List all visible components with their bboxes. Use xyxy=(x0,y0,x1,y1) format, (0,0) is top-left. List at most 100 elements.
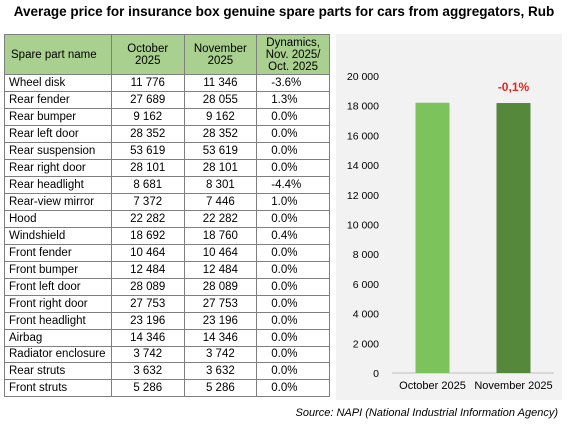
cell-november-price: 10 464 xyxy=(183,243,258,262)
cell-november-price: 28 352 xyxy=(183,124,258,143)
cell-part-name: Front fender xyxy=(4,243,112,262)
table-row: Front left door 28 089 28 089 0.0% xyxy=(4,277,330,296)
cell-dynamics: -3.6% xyxy=(256,74,330,92)
cell-dynamics: 0.0% xyxy=(256,158,330,177)
cell-october-price: 5 286 xyxy=(110,379,185,398)
y-tick-label: 8 000 xyxy=(353,249,379,261)
bar-chart: 0 2 000 4 000 6 000 8 000 10 000 12 000 14 000 1… xyxy=(347,71,554,392)
cell-november-price: 28 089 xyxy=(183,277,258,296)
table-row: Rear headlight 8 681 8 301 -4.4% xyxy=(4,175,330,194)
header-dynamics: Dynamics, Nov. 2025/ Oct. 2025 xyxy=(256,34,330,75)
table-row: Front headlight 23 196 23 196 0.0% xyxy=(4,311,330,330)
cell-part-name: Airbag xyxy=(4,328,112,347)
y-tick-label: 6 000 xyxy=(353,279,379,291)
table-row: Rear fender 27 689 28 055 1.3% xyxy=(4,90,330,109)
cell-november-price: 27 753 xyxy=(183,294,258,313)
x-category-label: October 2025 xyxy=(399,380,466,392)
cell-part-name: Windshield xyxy=(4,226,112,245)
change-annotation: -0,1% xyxy=(498,80,530,94)
source-note: Source: NAPI (National Industrial Inform… xyxy=(295,407,559,419)
table-row: Airbag 14 346 14 346 0.0% xyxy=(4,328,330,347)
cell-part-name: Front bumper xyxy=(4,260,112,279)
y-tick-label: 4 000 xyxy=(353,309,379,321)
y-tick-label: 16 000 xyxy=(347,130,379,142)
table-row: Rear bumper 9 162 9 162 0.0% xyxy=(4,107,330,126)
cell-part-name: Rear suspension xyxy=(4,141,112,160)
cell-november-price: 11 346 xyxy=(183,74,258,92)
cell-part-name: Wheel disk xyxy=(4,74,112,92)
cell-dynamics: 0.0% xyxy=(256,243,330,262)
cell-november-price: 22 282 xyxy=(183,209,258,228)
table-row: Windshield 18 692 18 760 0.4% xyxy=(4,226,330,245)
cell-dynamics: 0.0% xyxy=(256,379,330,398)
table-row: Hood 22 282 22 282 0.0% xyxy=(4,209,330,228)
cell-dynamics: 0.0% xyxy=(256,362,330,381)
cell-october-price: 9 162 xyxy=(110,107,185,126)
y-tick-label: 0 xyxy=(373,368,379,380)
cell-october-price: 18 692 xyxy=(110,226,185,245)
cell-october-price: 3 632 xyxy=(110,362,185,381)
cell-october-price: 27 753 xyxy=(110,294,185,313)
cell-dynamics: 0.0% xyxy=(256,345,330,364)
cell-november-price: 8 301 xyxy=(183,175,258,194)
spare-parts-table: Spare part name October 2025 November 20… xyxy=(4,34,330,398)
cell-dynamics: 0.0% xyxy=(256,141,330,160)
cell-dynamics: 0.0% xyxy=(256,294,330,313)
cell-dynamics: 0.0% xyxy=(256,260,330,279)
cell-part-name: Front right door xyxy=(4,294,112,313)
cell-november-price: 28 055 xyxy=(183,90,258,109)
cell-dynamics: 0.0% xyxy=(256,311,330,330)
cell-dynamics: -4.4% xyxy=(256,175,330,194)
cell-dynamics: 0.0% xyxy=(256,107,330,126)
chart-title: Average price for insurance box genuine … xyxy=(13,4,555,19)
cell-dynamics: 0.0% xyxy=(256,277,330,296)
cell-october-price: 8 681 xyxy=(110,175,185,194)
chart-panel: 0 2 000 4 000 6 000 8 000 10 000 12 000 14 000 1… xyxy=(336,34,562,400)
cell-part-name: Radiator enclosure xyxy=(4,345,112,364)
table-header-row: Spare part name October 2025 November 20… xyxy=(4,34,330,75)
cell-part-name: Rear right door xyxy=(4,158,112,177)
table-row: Rear right door 28 101 28 101 0.0% xyxy=(4,158,330,177)
cell-november-price: 28 101 xyxy=(183,158,258,177)
y-tick-label: 12 000 xyxy=(347,190,379,202)
cell-october-price: 28 101 xyxy=(110,158,185,177)
table-row: Rear struts 3 632 3 632 0.0% xyxy=(4,362,330,381)
cell-dynamics: 0.0% xyxy=(256,209,330,228)
y-tick-label: 20 000 xyxy=(347,71,379,83)
cell-october-price: 28 089 xyxy=(110,277,185,296)
cell-dynamics: 1.0% xyxy=(256,192,330,211)
cell-october-price: 7 372 xyxy=(110,192,185,211)
table-row: Front struts 5 286 5 286 0.0% xyxy=(4,379,330,398)
table-row: Rear-view mirror 7 372 7 446 1.0% xyxy=(4,192,330,211)
cell-part-name: Rear headlight xyxy=(4,175,112,194)
cell-part-name: Front left door xyxy=(4,277,112,296)
table-row: Radiator enclosure 3 742 3 742 0.0% xyxy=(4,345,330,364)
x-category-label: November 2025 xyxy=(474,380,552,392)
cell-october-price: 27 689 xyxy=(110,90,185,109)
cell-november-price: 18 760 xyxy=(183,226,258,245)
cell-november-price: 3 742 xyxy=(183,345,258,364)
cell-part-name: Rear left door xyxy=(4,124,112,143)
table-row: Front fender 10 464 10 464 0.0% xyxy=(4,243,330,262)
cell-part-name: Front struts xyxy=(4,379,112,398)
y-tick-label: 10 000 xyxy=(347,220,379,232)
cell-november-price: 3 632 xyxy=(183,362,258,381)
table-row: Front bumper 12 484 12 484 0.0% xyxy=(4,260,330,279)
cell-october-price: 28 352 xyxy=(110,124,185,143)
cell-october-price: 3 742 xyxy=(110,345,185,364)
cell-part-name: Rear struts xyxy=(4,362,112,381)
cell-dynamics: 0.4% xyxy=(256,226,330,245)
cell-november-price: 53 619 xyxy=(183,141,258,160)
bar-october-2025 xyxy=(415,102,450,373)
table-row: Front right door 27 753 27 753 0.0% xyxy=(4,294,330,313)
cell-dynamics: 1.3% xyxy=(256,90,330,109)
cell-october-price: 23 196 xyxy=(110,311,185,330)
cell-november-price: 23 196 xyxy=(183,311,258,330)
cell-dynamics: 0.0% xyxy=(256,124,330,143)
cell-november-price: 5 286 xyxy=(183,379,258,398)
cell-october-price: 14 346 xyxy=(110,328,185,347)
cell-part-name: Rear bumper xyxy=(4,107,112,126)
cell-part-name: Front headlight xyxy=(4,311,112,330)
table-row: Rear suspension 53 619 53 619 0.0% xyxy=(4,141,330,160)
cell-part-name: Rear-view mirror xyxy=(4,192,112,211)
